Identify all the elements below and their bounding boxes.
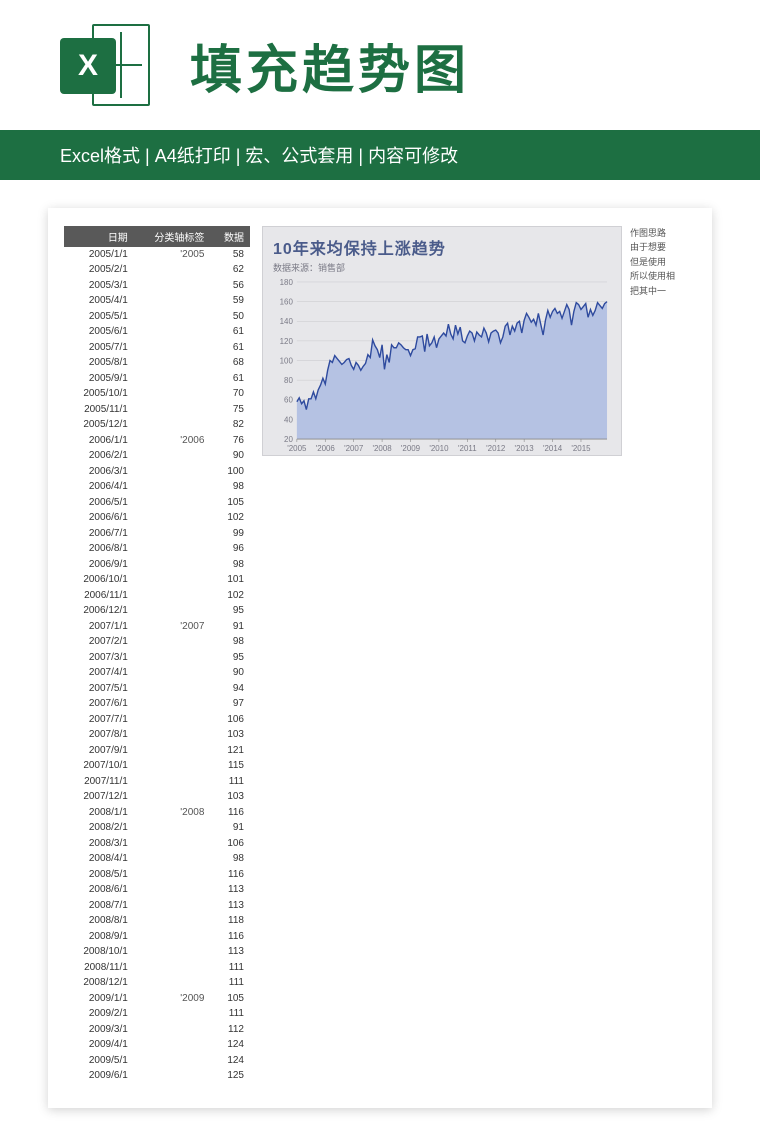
table-row: 2005/11/175	[64, 402, 250, 418]
table-row: 2006/7/199	[64, 526, 250, 542]
table-row: 2009/2/1111	[64, 1007, 250, 1023]
note-line: 但是使用	[630, 255, 690, 269]
th-date: 日期	[64, 226, 134, 247]
svg-text:120: 120	[280, 337, 294, 346]
table-header-row: 日期 分类轴标签 数据	[64, 226, 250, 247]
table-row: 2006/9/198	[64, 557, 250, 573]
table-row: 2007/1/1'200791	[64, 619, 250, 635]
svg-text:'2009: '2009	[401, 444, 421, 453]
table-row: 2008/2/191	[64, 821, 250, 837]
svg-text:'2013: '2013	[515, 444, 535, 453]
subheader-bar: Excel格式 | A4纸打印 | 宏、公式套用 | 内容可修改	[0, 130, 760, 180]
table-row: 2008/10/1113	[64, 945, 250, 961]
table-row: 2007/8/1103	[64, 728, 250, 744]
svg-text:'2006: '2006	[316, 444, 336, 453]
svg-text:'2015: '2015	[571, 444, 591, 453]
table-row: 2006/11/1102	[64, 588, 250, 604]
table-row: 2008/9/1116	[64, 929, 250, 945]
table-row: 2006/10/1101	[64, 573, 250, 589]
table-row: 2005/12/182	[64, 418, 250, 434]
table-row: 2007/2/198	[64, 635, 250, 651]
svg-text:140: 140	[280, 317, 294, 326]
table-row: 2007/6/197	[64, 697, 250, 713]
table-row: 2006/8/196	[64, 542, 250, 558]
table-row: 2006/12/195	[64, 604, 250, 620]
table-row: 2006/4/198	[64, 480, 250, 496]
note-line: 作图思路	[630, 226, 690, 240]
table-row: 2008/4/198	[64, 852, 250, 868]
note-line: 由于想要	[630, 240, 690, 254]
table-row: 2007/9/1121	[64, 743, 250, 759]
trend-chart: 10年来均保持上涨趋势 数据来源：销售部 20 40 60 80 100 120 140 16…	[262, 226, 622, 456]
table-row: 2005/8/168	[64, 356, 250, 372]
chart-title: 10年来均保持上涨趋势	[273, 235, 611, 259]
svg-text:40: 40	[284, 415, 293, 424]
svg-text:'2014: '2014	[543, 444, 563, 453]
svg-text:100: 100	[280, 356, 294, 365]
table-row: 2005/10/170	[64, 387, 250, 403]
th-axis: 分类轴标签	[134, 226, 211, 247]
table-row: 2007/7/1106	[64, 712, 250, 728]
document-preview: 日期 分类轴标签 数据 2005/1/1'2005582005/2/162200…	[48, 208, 712, 1108]
table-row: 2009/1/1'2009105	[64, 991, 250, 1007]
table-row: 2005/9/161	[64, 371, 250, 387]
table-row: 2006/2/190	[64, 449, 250, 465]
svg-text:'2012: '2012	[486, 444, 506, 453]
note-line: 所以使用相	[630, 269, 690, 283]
table-row: 2006/6/1102	[64, 511, 250, 527]
table-row: 2005/7/161	[64, 340, 250, 356]
table-row: 2008/7/1113	[64, 898, 250, 914]
table-row: 2009/4/1124	[64, 1038, 250, 1054]
table-row: 2005/6/161	[64, 325, 250, 341]
table-row: 2008/3/1106	[64, 836, 250, 852]
svg-text:'2005: '2005	[287, 444, 307, 453]
table-row: 2007/3/195	[64, 650, 250, 666]
table-row: 2009/6/1125	[64, 1069, 250, 1085]
table-row: 2005/2/162	[64, 263, 250, 279]
svg-text:160: 160	[280, 298, 294, 307]
table-row: 2007/5/194	[64, 681, 250, 697]
chart-plot-area: 20 40 60 80 100 120 140 160 180 '2005 '2006 '2007 '2…	[273, 278, 611, 457]
chart-subtitle: 数据来源：销售部	[273, 261, 611, 274]
table-row: 2005/3/156	[64, 278, 250, 294]
table-row: 2005/4/159	[64, 294, 250, 310]
header-banner: X 填充趋势图	[0, 0, 760, 130]
th-value: 数据	[210, 226, 250, 247]
svg-text:'2007: '2007	[344, 444, 364, 453]
svg-text:20: 20	[284, 435, 293, 444]
table-row: 2007/11/1111	[64, 774, 250, 790]
table-row: 2005/1/1'200558	[64, 247, 250, 263]
table-row: 2008/8/1118	[64, 914, 250, 930]
table-row: 2006/5/1105	[64, 495, 250, 511]
table-row: 2009/3/1112	[64, 1022, 250, 1038]
data-table: 日期 分类轴标签 数据 2005/1/1'2005582005/2/162200…	[64, 226, 250, 1084]
table-row: 2006/1/1'200676	[64, 433, 250, 449]
svg-text:180: 180	[280, 278, 294, 287]
table-row: 2008/11/1111	[64, 960, 250, 976]
table-row: 2008/12/1111	[64, 976, 250, 992]
excel-icon: X	[60, 20, 150, 110]
table-row: 2006/3/1100	[64, 464, 250, 480]
note-line: 把其中一	[630, 284, 690, 298]
subheader-text: Excel格式 | A4纸打印 | 宏、公式套用 | 内容可修改	[60, 146, 458, 166]
page-title: 填充趋势图	[190, 28, 470, 103]
table-row: 2008/5/1116	[64, 867, 250, 883]
table-row: 2008/6/1113	[64, 883, 250, 899]
side-notes: 作图思路由于想要但是使用所以使用相把其中一	[630, 226, 690, 298]
table-row: 2008/1/1'2008116	[64, 805, 250, 821]
table-row: 2007/4/190	[64, 666, 250, 682]
svg-text:'2008: '2008	[373, 444, 393, 453]
preview-container: 日期 分类轴标签 数据 2005/1/1'2005582005/2/162200…	[0, 180, 760, 1136]
table-row: 2005/5/150	[64, 309, 250, 325]
svg-text:80: 80	[284, 376, 293, 385]
svg-text:'2010: '2010	[429, 444, 449, 453]
svg-text:60: 60	[284, 396, 293, 405]
table-row: 2007/10/1115	[64, 759, 250, 775]
excel-icon-letter: X	[60, 38, 116, 94]
table-row: 2009/5/1124	[64, 1053, 250, 1069]
svg-text:'2011: '2011	[458, 444, 477, 453]
table-row: 2007/12/1103	[64, 790, 250, 806]
